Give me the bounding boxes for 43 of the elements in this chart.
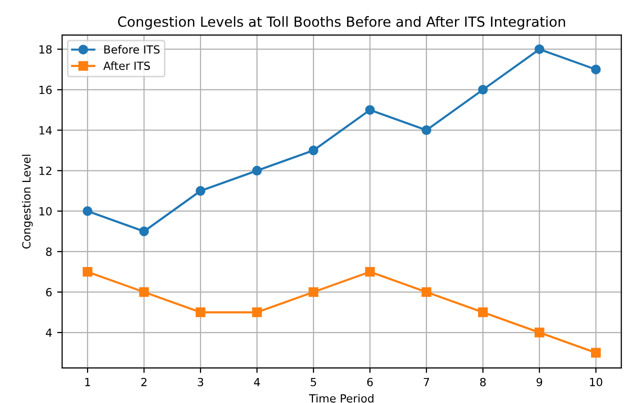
y-axis-title: Congestion Level <box>22 154 33 249</box>
x-tick-label: 3 <box>198 378 204 386</box>
point <box>365 105 375 115</box>
point <box>308 287 318 297</box>
y-tick-label: 8 <box>46 248 52 256</box>
y-tick-label: 4 <box>46 328 52 337</box>
x-tick-label: 6 <box>367 378 373 386</box>
chart-title: Congestion Levels at Toll Booths Before and After ITS Integration <box>118 16 566 30</box>
point <box>139 287 149 297</box>
x-tick-label: 4 <box>254 378 260 386</box>
x-tick-label: 2 <box>141 378 146 386</box>
point <box>591 348 601 358</box>
point <box>252 166 262 176</box>
point <box>478 307 488 318</box>
point <box>82 266 92 277</box>
point <box>82 206 92 216</box>
y-tick-label: 12 <box>39 166 52 175</box>
point <box>252 307 262 318</box>
x-axis-title: Time Period <box>309 394 374 403</box>
y-tick-label: 18 <box>39 45 52 54</box>
legend-label: Before ITS <box>104 45 160 54</box>
point <box>422 287 432 297</box>
point <box>534 328 544 338</box>
point <box>478 84 488 95</box>
x-tick-label: 8 <box>480 378 486 386</box>
point <box>365 266 375 277</box>
x-tick-label: 5 <box>310 378 316 386</box>
point <box>534 44 544 54</box>
y-tick-label: 6 <box>46 288 52 296</box>
y-tick-label: 10 <box>39 207 52 216</box>
point <box>196 307 206 318</box>
x-tick-label: 10 <box>590 378 602 386</box>
x-tick-label: 1 <box>85 378 90 386</box>
point <box>422 125 432 136</box>
point <box>591 64 601 74</box>
x-tick-label: 9 <box>536 378 542 386</box>
point <box>308 146 318 156</box>
x-tick-label: 7 <box>424 378 430 386</box>
point <box>139 226 149 236</box>
y-tick-label: 16 <box>39 86 52 94</box>
legend-label: After ITS <box>103 61 150 70</box>
y-tick-label: 14 <box>39 126 52 134</box>
point <box>196 186 206 196</box>
